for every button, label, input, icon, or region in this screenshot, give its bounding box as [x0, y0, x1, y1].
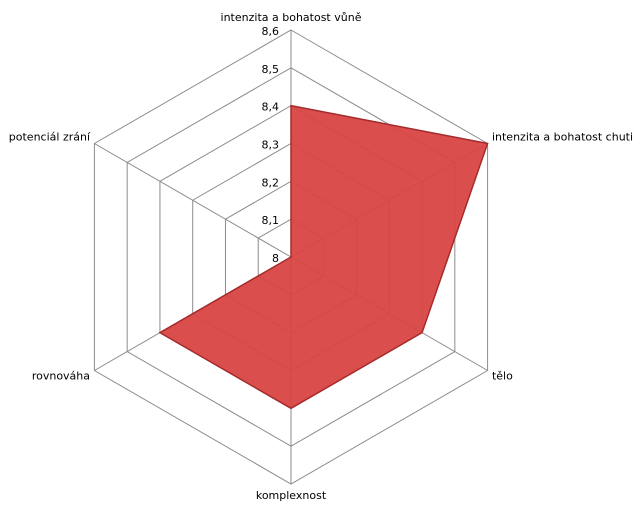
r-tick-label: 8,5: [262, 63, 280, 76]
category-label: intenzita a bohatost chuti: [492, 131, 633, 144]
category-label: tělo: [492, 370, 513, 383]
category-label: komplexnost: [256, 489, 327, 502]
series-area: [158, 104, 489, 410]
category-label: intenzita a bohatost vůně: [221, 11, 362, 24]
r-tick-label: 8,3: [262, 139, 280, 152]
r-tick-label: 8,1: [262, 214, 280, 227]
r-tick-label: 8,6: [262, 25, 280, 38]
r-tick-label: 8,2: [262, 176, 280, 189]
r-tick-label: 8: [272, 252, 279, 265]
r-tick-label: 8,4: [262, 101, 280, 114]
spoke: [94, 143, 292, 258]
category-label: potenciál zrání: [9, 131, 91, 144]
category-label: rovnováha: [32, 370, 90, 383]
